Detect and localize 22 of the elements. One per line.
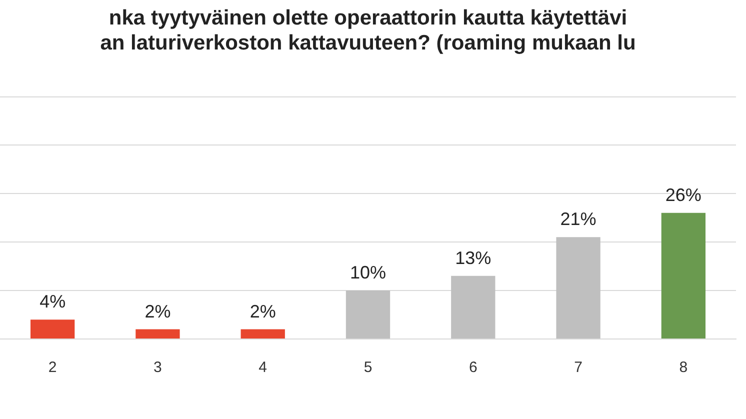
x-tick-label: 4 <box>258 359 268 376</box>
data-label: 2% <box>144 301 171 322</box>
data-label: 10% <box>350 262 386 282</box>
x-tick-label: 6 <box>468 359 478 376</box>
bar <box>30 320 75 338</box>
x-tick-label: 2 <box>48 359 57 376</box>
x-tick-label: 3 <box>154 359 162 376</box>
bar <box>451 276 496 338</box>
data-label: 13% <box>455 248 492 268</box>
data-label: 21% <box>560 209 596 230</box>
data-label: 4% <box>40 292 66 312</box>
data-label: 2% <box>250 301 276 322</box>
data-label: 26% <box>665 184 702 205</box>
x-tick-label: 8 <box>679 359 688 376</box>
bar <box>556 237 600 338</box>
bar <box>661 212 706 338</box>
x-tick-label: 5 <box>364 359 372 376</box>
x-tick-label: 7 <box>574 359 582 376</box>
bar <box>136 329 180 338</box>
bar <box>346 290 390 338</box>
bar <box>240 329 285 338</box>
chart-title: nka tyytyväinen olette operaattorin kautta käytettävi an laturiverkoston kattavuuteen? (roaming mukaan lu <box>100 6 636 55</box>
